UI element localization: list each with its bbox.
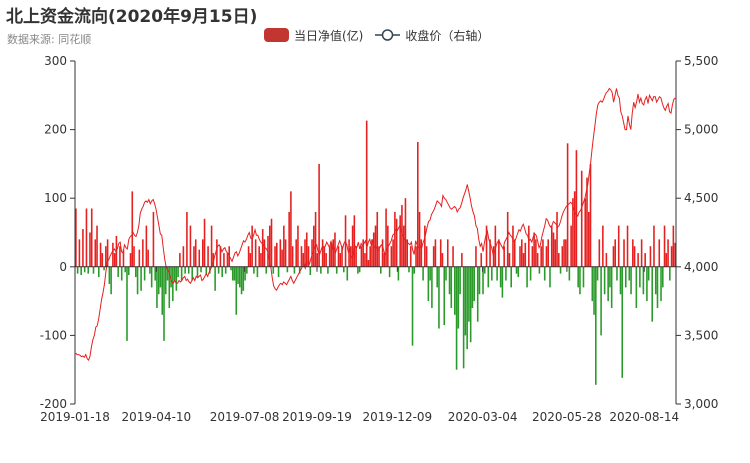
net-flow-bars [75, 120, 676, 385]
legend-label-net-flow: 当日净值(亿) [294, 28, 364, 43]
x-tick-label: 2019-12-09 [362, 410, 432, 424]
legend: 当日净值(亿) 收盘价（右轴） [264, 27, 501, 43]
chart-subtitle: 数据来源: 同花顺 [7, 33, 92, 46]
axes: -200 -100 0 100 200 300 3,000 3,500 4,000 4,500 5,… [40, 54, 719, 424]
y-left-tick-label: 0 [59, 260, 67, 274]
x-tick-label: 2020-05-28 [532, 410, 602, 424]
x-tick-label: 2019-01-18 [40, 410, 110, 424]
close-price-series [75, 87, 676, 362]
y-right-tick-label: 3,500 [684, 328, 718, 342]
legend-item-net-flow[interactable]: 当日净值(亿) [264, 27, 363, 44]
y-left-tick-label: 200 [44, 123, 67, 137]
x-tick-label: 2019-04-10 [121, 410, 191, 424]
y-left-tick-label: -200 [40, 397, 67, 411]
close-price-line [75, 87, 676, 362]
y-left-tick-label: 300 [44, 54, 67, 68]
y-right-tick-label: 5,500 [684, 54, 718, 68]
y-right-tick-label: 4,000 [684, 260, 718, 274]
x-tick-label: 2020-03-04 [448, 410, 518, 424]
x-tick-label: 2019-09-19 [282, 410, 352, 424]
y-right-tick-label: 4,500 [684, 191, 718, 205]
legend-label-close-price: 收盘价（右轴） [405, 28, 490, 43]
x-tick-label: 2019-07-08 [210, 410, 280, 424]
x-tick-label: 2020-08-14 [609, 410, 679, 424]
y-left-tick-label: -100 [40, 328, 67, 342]
y-left-tick-label: 100 [44, 191, 67, 205]
y-right-tick-label: 3,000 [684, 397, 718, 411]
legend-bar-swatch [264, 28, 289, 42]
chart-title: 北上资金流向(2020年9月15日) [6, 7, 258, 27]
legend-line-swatch [375, 29, 401, 41]
y-right-tick-label: 5,000 [684, 123, 718, 137]
legend-item-close-price[interactable]: 收盘价（右轴） [375, 27, 489, 44]
